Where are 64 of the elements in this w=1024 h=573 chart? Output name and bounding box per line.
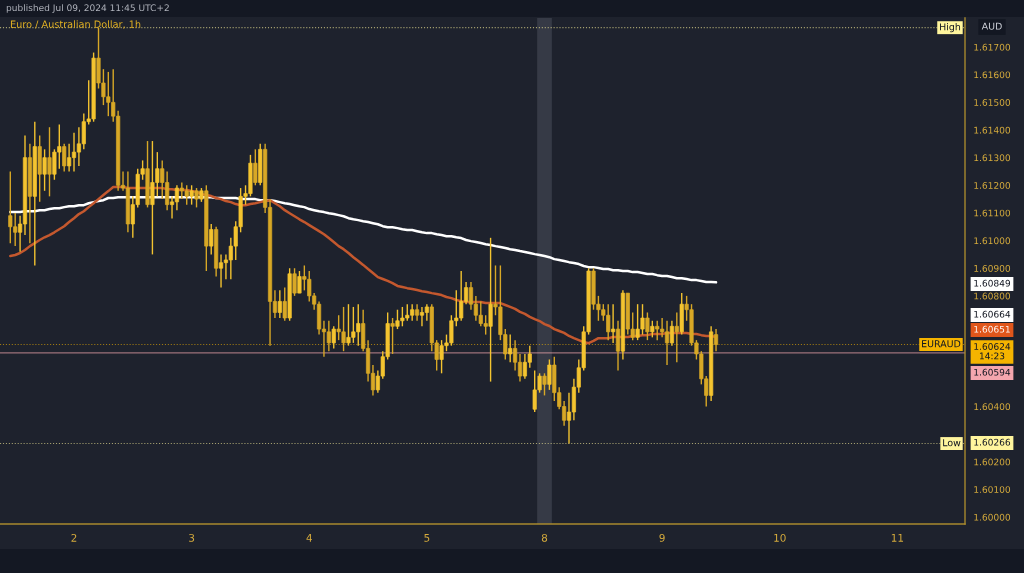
y-tick-label: 1.60800 bbox=[974, 292, 1011, 300]
y-tick-label: 1.61700 bbox=[974, 43, 1011, 51]
candlestick bbox=[542, 372, 547, 397]
candlestick bbox=[189, 184, 194, 206]
y-tick-label: 1.61600 bbox=[974, 71, 1011, 79]
text: 1.60624 14:23 bbox=[974, 343, 1011, 360]
candlestick bbox=[488, 237, 493, 383]
candlestick bbox=[253, 148, 258, 186]
candlestick bbox=[209, 223, 214, 256]
y-tick-label: 1.61000 bbox=[974, 237, 1011, 245]
y-tick-label: 1.60400 bbox=[974, 403, 1011, 411]
candlestick bbox=[297, 270, 302, 294]
candlestick bbox=[62, 143, 67, 173]
candlestick bbox=[547, 358, 552, 391]
candlestick bbox=[47, 126, 52, 198]
candlestick bbox=[669, 320, 674, 347]
y-tick-label: 1.61300 bbox=[974, 154, 1011, 162]
candlestick bbox=[194, 187, 199, 209]
candlestick bbox=[174, 184, 179, 211]
chart-title: Euro / Australian Dollar, 1h bbox=[10, 20, 141, 29]
text: 1.60849 bbox=[974, 279, 1011, 287]
text: 1.60651 bbox=[974, 325, 1010, 333]
candlestick bbox=[611, 303, 616, 344]
candlestick bbox=[277, 289, 282, 319]
y-tick-label: 1.61200 bbox=[974, 182, 1011, 189]
text: 1.60594 bbox=[974, 368, 1011, 376]
candlestick bbox=[390, 317, 395, 355]
x-tick-label: 2 bbox=[71, 533, 77, 542]
candlestick bbox=[71, 132, 77, 173]
text: 1.60664 bbox=[974, 310, 1011, 318]
candlestick bbox=[615, 320, 621, 372]
ref-line-label: EURAUD bbox=[922, 340, 961, 348]
candlestick bbox=[664, 320, 670, 366]
candlestick bbox=[42, 148, 47, 192]
candlestick bbox=[645, 311, 650, 341]
y-tick-label: 1.61500 bbox=[974, 99, 1011, 106]
candlestick bbox=[292, 267, 297, 297]
chart-subtitle: published Jul 09, 2024 11:45 UTC+2 bbox=[6, 4, 169, 13]
x-tick-label: 4 bbox=[306, 534, 312, 542]
y-tick-label: 1.60200 bbox=[974, 458, 1011, 466]
candlestick bbox=[713, 328, 719, 352]
candlestick bbox=[218, 253, 224, 289]
ref-line-label: High bbox=[940, 23, 961, 33]
candlestick bbox=[331, 325, 336, 350]
y-tick-label: 1.60000 bbox=[974, 513, 1011, 521]
y-tick-label: 1.61400 bbox=[974, 126, 1011, 134]
candlestick bbox=[419, 306, 425, 327]
ref-line-label: Low bbox=[943, 439, 961, 447]
x-tick-label: 11 bbox=[891, 534, 904, 542]
x-tick-label: 10 bbox=[774, 533, 786, 542]
candlestick bbox=[674, 311, 679, 363]
candlestick bbox=[508, 333, 513, 363]
x-tick-label: 9 bbox=[659, 533, 665, 542]
text: 1.60266 bbox=[974, 438, 1011, 446]
x-tick-label: 3 bbox=[189, 533, 195, 542]
candlestick bbox=[67, 143, 72, 173]
y-tick-label: 1.61100 bbox=[974, 209, 1011, 217]
y-tick-label: 1.60100 bbox=[974, 486, 1011, 493]
candlestick bbox=[655, 320, 660, 341]
candlestick bbox=[282, 286, 287, 322]
y-axis-title: AUD bbox=[981, 22, 1002, 30]
y-tick-label: 1.60900 bbox=[974, 264, 1011, 272]
x-tick-label: 8 bbox=[541, 533, 548, 542]
x-tick-label: 5 bbox=[424, 534, 430, 542]
